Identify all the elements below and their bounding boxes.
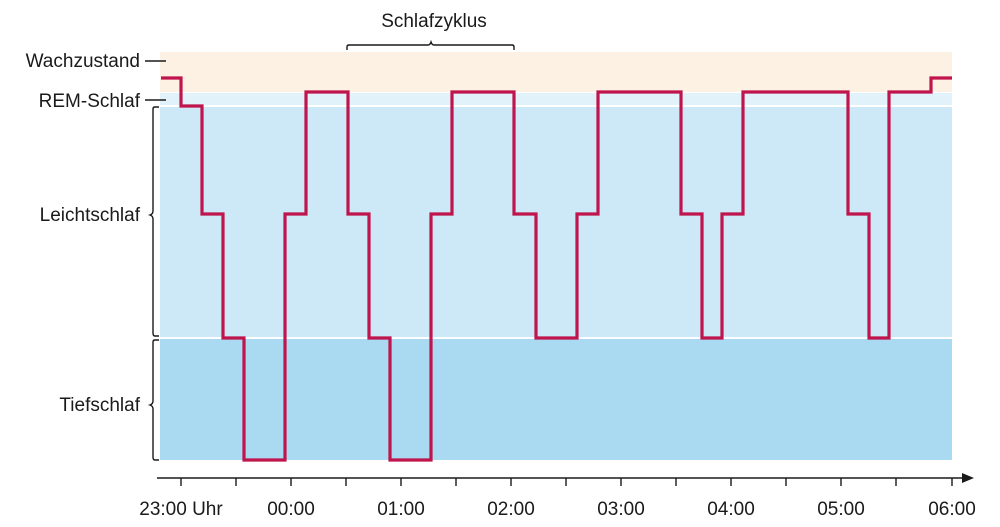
light-sleep-brace xyxy=(147,106,159,337)
band-rem xyxy=(160,93,952,105)
x-tick-label: 23:00 Uhr xyxy=(139,499,223,520)
label-light-sleep: Leichtschlaf xyxy=(40,205,141,226)
x-tick-label: 02:00 xyxy=(487,499,535,520)
band-deep-sleep xyxy=(160,339,952,460)
x-axis-arrow-icon xyxy=(962,473,974,483)
label-deep-sleep: Tiefschlaf xyxy=(59,395,140,416)
x-tick-label: 01:00 xyxy=(377,499,425,520)
label-wake: Wachzustand xyxy=(26,51,140,72)
x-tick-label: 04:00 xyxy=(707,499,755,520)
x-axis-ticks xyxy=(180,478,953,486)
sleep-stage-line xyxy=(161,76,952,462)
label-rem: REM-Schlaf xyxy=(39,91,141,112)
x-tick-label: 05:00 xyxy=(817,499,865,520)
cycle-annotation: Schlafzyklus xyxy=(381,11,487,32)
band-wake xyxy=(160,52,952,92)
cycle-brace xyxy=(346,39,515,50)
x-tick-label: 06:00 xyxy=(928,499,976,520)
x-tick-label: 00:00 xyxy=(267,499,315,520)
band-light-sleep xyxy=(160,107,952,337)
x-tick-label: 03:00 xyxy=(597,499,645,520)
deep-sleep-brace xyxy=(147,339,159,461)
